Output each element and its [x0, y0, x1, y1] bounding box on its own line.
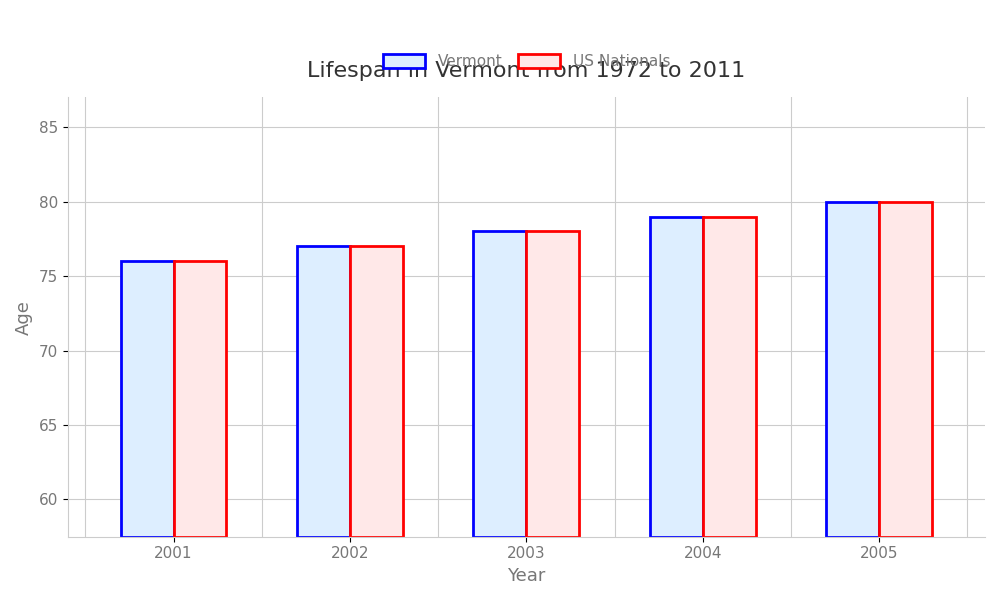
- X-axis label: Year: Year: [507, 567, 546, 585]
- Bar: [473, 232, 526, 537]
- Legend: Vermont, US Nationals: Vermont, US Nationals: [376, 48, 676, 75]
- Bar: [879, 202, 932, 537]
- Title: Lifespan in Vermont from 1972 to 2011: Lifespan in Vermont from 1972 to 2011: [307, 61, 745, 80]
- Bar: [174, 261, 226, 537]
- Bar: [826, 202, 879, 537]
- Bar: [703, 217, 756, 537]
- Bar: [650, 217, 703, 537]
- Bar: [297, 247, 350, 537]
- Bar: [526, 232, 579, 537]
- Bar: [121, 261, 174, 537]
- Y-axis label: Age: Age: [15, 299, 33, 335]
- Bar: [350, 247, 403, 537]
